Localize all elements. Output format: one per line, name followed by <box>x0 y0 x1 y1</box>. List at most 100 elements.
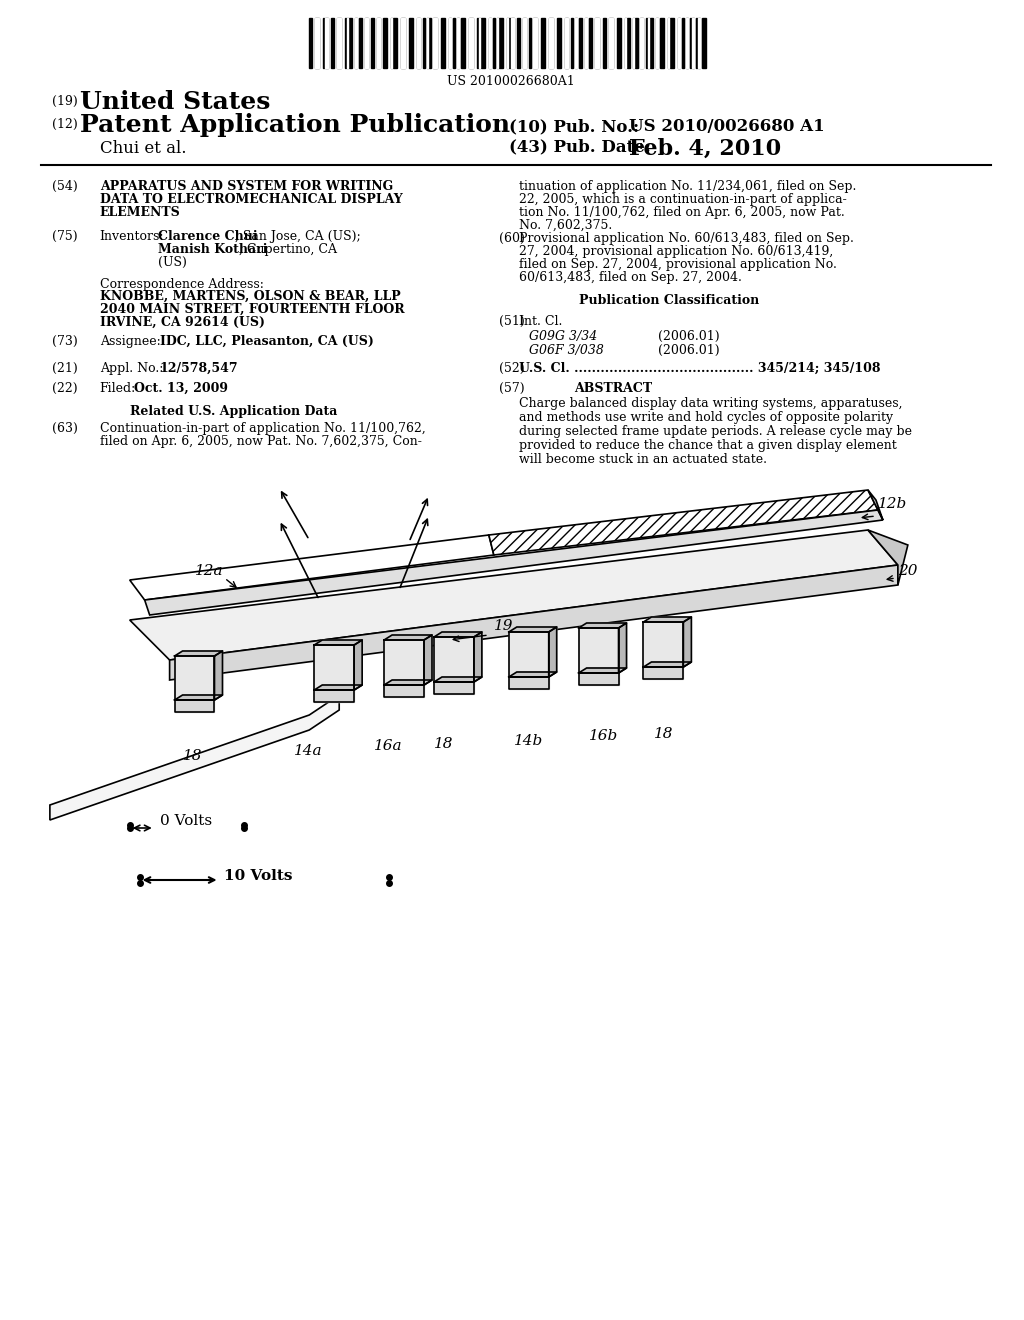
Text: IRVINE, CA 92614 (US): IRVINE, CA 92614 (US) <box>99 315 265 329</box>
Polygon shape <box>354 640 362 690</box>
Bar <box>564 18 567 69</box>
Bar <box>692 18 694 69</box>
Text: tinuation of application No. 11/234,061, filed on Sep.: tinuation of application No. 11/234,061,… <box>519 180 856 193</box>
Bar <box>371 18 374 69</box>
Text: (43) Pub. Date:: (43) Pub. Date: <box>509 139 650 154</box>
Polygon shape <box>509 672 557 677</box>
Bar <box>326 18 329 69</box>
Bar <box>433 18 437 69</box>
Bar <box>627 18 630 69</box>
Bar <box>574 18 577 69</box>
Bar <box>355 18 357 69</box>
Text: , Cupertino, CA: , Cupertino, CA <box>240 243 338 256</box>
Bar <box>326 18 329 69</box>
Text: , San Jose, CA (US);: , San Jose, CA (US); <box>236 230 361 243</box>
Text: Int. Cl.: Int. Cl. <box>519 315 562 327</box>
Text: US 20100026680A1: US 20100026680A1 <box>446 75 574 88</box>
Bar <box>564 18 567 69</box>
Bar <box>453 18 455 69</box>
Bar <box>595 18 599 69</box>
Bar <box>429 18 431 69</box>
Text: Appl. No.:: Appl. No.: <box>99 362 163 375</box>
Polygon shape <box>130 531 898 660</box>
Polygon shape <box>384 680 432 685</box>
Text: G09G 3/34: G09G 3/34 <box>528 330 597 343</box>
Polygon shape <box>50 696 339 820</box>
Text: (75): (75) <box>52 230 78 243</box>
Bar <box>488 18 490 69</box>
Text: 2040 MAIN STREET, FOURTEENTH FLOOR: 2040 MAIN STREET, FOURTEENTH FLOOR <box>99 304 404 315</box>
Text: Inventors:: Inventors: <box>99 230 164 243</box>
Text: (12): (12) <box>52 117 78 131</box>
Text: Provisional application No. 60/613,483, filed on Sep.: Provisional application No. 60/613,483, … <box>519 232 854 246</box>
Text: Oct. 13, 2009: Oct. 13, 2009 <box>134 381 227 395</box>
Text: 20: 20 <box>898 564 918 578</box>
Bar <box>640 18 643 69</box>
Text: US 2010/0026680 A1: US 2010/0026680 A1 <box>629 117 824 135</box>
Text: 14a: 14a <box>294 744 323 758</box>
Text: filed on Sep. 27, 2004, provisional application No.: filed on Sep. 27, 2004, provisional appl… <box>519 257 837 271</box>
Polygon shape <box>174 700 214 711</box>
Text: (57): (57) <box>499 381 524 395</box>
Bar <box>461 18 465 69</box>
Bar <box>409 18 413 69</box>
Text: 12b: 12b <box>878 498 907 511</box>
Polygon shape <box>643 622 683 667</box>
Polygon shape <box>170 565 898 680</box>
Bar <box>355 18 357 69</box>
Bar <box>401 18 406 69</box>
Bar <box>682 18 684 69</box>
Bar <box>377 18 380 69</box>
Bar <box>457 18 459 69</box>
Polygon shape <box>868 490 883 520</box>
Bar <box>337 18 341 69</box>
Polygon shape <box>174 651 222 656</box>
Polygon shape <box>174 656 214 700</box>
Bar <box>366 18 369 69</box>
Polygon shape <box>314 645 354 690</box>
Bar <box>423 18 425 69</box>
Bar <box>698 18 700 69</box>
Text: and methods use write and hold cycles of opposite polarity: and methods use write and hold cycles of… <box>519 411 893 424</box>
Bar <box>417 18 420 69</box>
Text: 10 Volts: 10 Volts <box>224 869 293 883</box>
Text: Chui et al.: Chui et al. <box>99 140 186 157</box>
Text: (52): (52) <box>499 362 524 375</box>
Bar <box>366 18 369 69</box>
Text: Publication Classification: Publication Classification <box>579 294 759 308</box>
Text: during selected frame update periods. A release cycle may be: during selected frame update periods. A … <box>519 425 911 438</box>
Bar <box>383 18 387 69</box>
Bar <box>469 18 473 69</box>
Bar <box>337 18 341 69</box>
Text: 14b: 14b <box>514 734 543 748</box>
Polygon shape <box>144 510 883 615</box>
Bar <box>656 18 658 69</box>
Bar <box>449 18 451 69</box>
Polygon shape <box>314 685 362 690</box>
Bar <box>656 18 658 69</box>
Bar <box>469 18 473 69</box>
Bar <box>557 18 561 69</box>
Text: G06F 3/038: G06F 3/038 <box>528 345 603 356</box>
Text: filed on Apr. 6, 2005, now Pat. No. 7,602,375, Con-: filed on Apr. 6, 2005, now Pat. No. 7,60… <box>99 436 422 447</box>
Bar <box>660 18 665 69</box>
Polygon shape <box>579 668 627 673</box>
Polygon shape <box>314 640 362 645</box>
Bar <box>511 18 514 69</box>
Bar <box>532 18 537 69</box>
Text: (21): (21) <box>52 362 78 375</box>
Bar <box>401 18 406 69</box>
Polygon shape <box>618 623 627 673</box>
Polygon shape <box>549 627 557 677</box>
Text: Manish Kothari: Manish Kothari <box>158 243 267 256</box>
Bar <box>679 18 680 69</box>
Bar <box>692 18 694 69</box>
Bar <box>359 18 362 69</box>
Text: 18: 18 <box>653 727 673 741</box>
Polygon shape <box>643 663 691 667</box>
Bar <box>608 18 612 69</box>
Text: 60/613,483, filed on Sep. 27, 2004.: 60/613,483, filed on Sep. 27, 2004. <box>519 271 741 284</box>
Bar <box>457 18 459 69</box>
Text: APPARATUS AND SYSTEM FOR WRITING: APPARATUS AND SYSTEM FOR WRITING <box>99 180 393 193</box>
Polygon shape <box>424 635 432 685</box>
